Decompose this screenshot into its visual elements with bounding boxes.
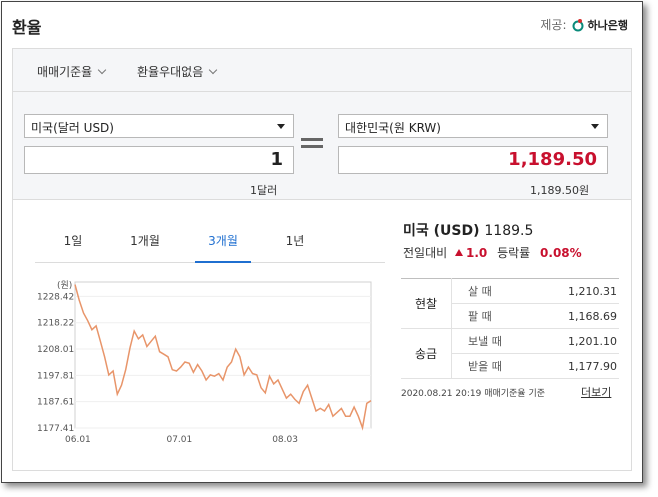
x-tick-labels: 06.01 07.01 08.03 [65, 435, 298, 445]
chart-section: 1일 1개월 3개월 1년 (원) 1228.42 1218.22 1208.01 1… [12, 198, 632, 471]
change-label: 전일대비 [403, 246, 448, 260]
filter-bar: 매매기준율 환율우대없음 [13, 49, 631, 92]
more-link[interactable]: 더보기 [581, 386, 612, 399]
rate-kind: 받을 때 [451, 353, 535, 379]
current-rate: 1189.5 [484, 223, 534, 239]
y-tick-label: 1177.41 [37, 424, 74, 434]
basis-label: 매매기준율 [37, 65, 93, 79]
basis-dropdown[interactable]: 매매기준율 [37, 63, 107, 80]
hana-logo-icon [572, 18, 584, 31]
to-currency-select[interactable]: 대한민국(원 KRW) [338, 114, 608, 138]
y-tick-label: 1187.61 [37, 398, 74, 408]
pct-value: 0.08% [540, 246, 582, 260]
currency-name: 미국 (USD) [403, 223, 480, 239]
rate-value: 1,168.69 [534, 303, 619, 329]
to-currency-label: 대한민국(원 KRW) [345, 121, 441, 135]
provider-name: 하나은행 [587, 18, 628, 32]
x-tick-label: 07.01 [166, 435, 192, 445]
caret-down-icon [277, 124, 285, 129]
provider-label: 제공: [540, 18, 567, 32]
rate-line-chart: (원) 1228.421218.221208.011197.811187.611… [37, 280, 372, 445]
rate-kind: 살 때 [451, 278, 535, 304]
x-tick-label: 08.03 [272, 435, 298, 445]
caret-down-icon [591, 124, 599, 129]
to-amount-input[interactable]: 1,189.50 [338, 146, 608, 174]
change-summary: 전일대비 1.0 등락률 0.08% [403, 244, 582, 261]
rate-kind: 팔 때 [451, 303, 535, 329]
preference-label: 환율우대없음 [137, 65, 204, 79]
y-axis-unit: (원) [57, 280, 72, 291]
currency-heading: 미국 (USD) 1189.5 [403, 220, 533, 240]
chevron-down-icon [97, 65, 107, 75]
table-row: 팔 때 1,168.69 [401, 303, 619, 329]
plot-frame [74, 281, 372, 429]
pct-label: 등락률 [497, 246, 531, 260]
from-amount-caption: 1달러 [250, 184, 278, 197]
period-tabs: 1일 1개월 3개월 1년 [35, 234, 385, 263]
from-amount-input[interactable]: 1 [24, 146, 294, 174]
x-tick-label: 06.01 [65, 435, 91, 445]
tab-1-month[interactable]: 1개월 [130, 234, 160, 248]
table-row: 송금 보낼 때 1,201.10 [401, 328, 619, 379]
chevron-down-icon [209, 65, 218, 75]
tab-3-months[interactable]: 3개월 [195, 234, 251, 263]
rates-table: 현찰 살 때 1,210.31 팔 때 1,168.69 송금 보낼 때 1,2… [401, 278, 619, 379]
rate-value: 1,177.90 [534, 353, 619, 379]
table-row: 현찰 살 때 1,210.31 [401, 278, 619, 329]
table-row: 받을 때 1,177.90 [401, 353, 619, 379]
rate-series-line [74, 284, 372, 431]
tab-1-day[interactable]: 1일 [63, 234, 83, 248]
y-tick-label: 1218.22 [37, 319, 74, 329]
y-tick-labels: 1228.42 1218.22 1208.01 1197.81 1187.61 1177.… [37, 292, 74, 434]
rate-value: 1,210.31 [534, 278, 619, 304]
rate-chart: (원) 1228.42 1218.22 1208.01 1197.81 1187.61 1… [35, 268, 385, 448]
up-triangle-icon [455, 249, 463, 256]
provider-info: 제공: 하나은행 [540, 16, 628, 33]
exchange-rate-widget: 환율 제공: 하나은행 매매기준율 환율우대없음 미국(달러 USD) 1 1달… [1, 1, 643, 483]
to-amount-caption: 1,189.50원 [530, 184, 590, 197]
hana-bank-logo[interactable]: 하나은행 [571, 17, 628, 33]
widget-title: 환율 [12, 18, 42, 37]
update-timestamp: 2020.08.21 20:19 매매기준율 기준 [401, 389, 546, 399]
change-value: 1.0 [466, 246, 488, 260]
preference-dropdown[interactable]: 환율우대없음 [137, 63, 218, 80]
rate-value: 1,201.10 [534, 328, 619, 354]
from-currency-select[interactable]: 미국(달러 USD) [24, 114, 294, 138]
cash-group-label: 현찰 [401, 278, 452, 329]
y-tick-label: 1197.81 [37, 371, 74, 381]
rate-kind: 보낼 때 [451, 328, 535, 354]
from-currency-label: 미국(달러 USD) [31, 121, 114, 135]
transfer-group-label: 송금 [401, 328, 452, 379]
tab-1-year[interactable]: 1년 [285, 234, 305, 248]
equals-icon [301, 138, 323, 150]
y-tick-label: 1208.01 [37, 345, 74, 355]
y-tick-label: 1228.42 [37, 292, 74, 302]
